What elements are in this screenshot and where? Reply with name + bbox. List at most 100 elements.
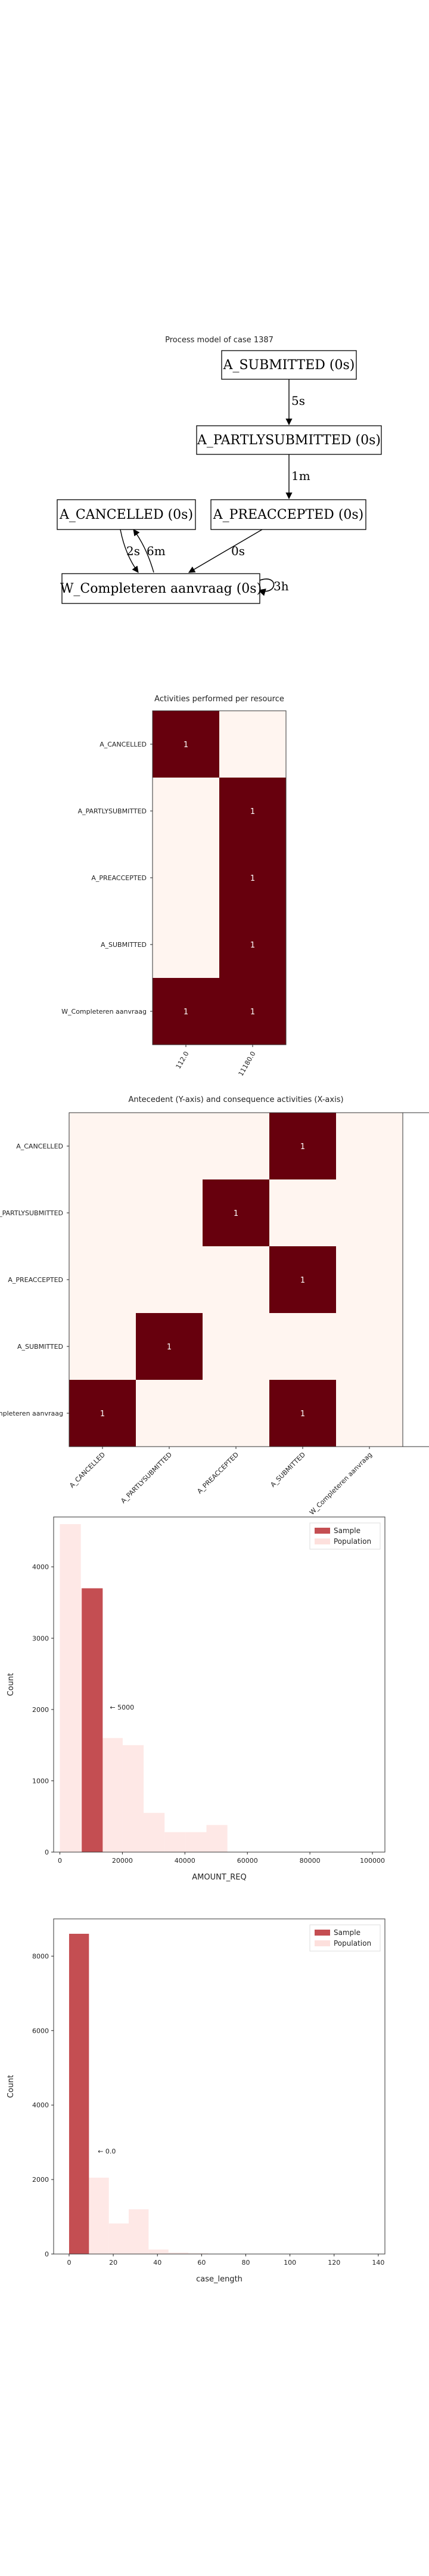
histogram-case-length: 0 20 40 60 80 100 120 140 0 2000 4000 6000 8000 case_… xyxy=(7,1918,386,2284)
heatmap-cell xyxy=(69,1179,136,1246)
y-tick-label: 0 xyxy=(45,1849,49,1856)
x-tick-label: 120 xyxy=(328,2259,340,2267)
population-bar xyxy=(206,1825,228,1852)
heatmap-cell xyxy=(219,711,286,778)
heatmap-cell xyxy=(136,1380,203,1447)
edge-partly-preaccepted: 1m xyxy=(285,454,310,500)
heatmap-row-label: A_PREACCEPTED xyxy=(91,874,147,882)
heatmap-cell xyxy=(336,1380,403,1447)
annotation-text: ← 0.0 xyxy=(98,2147,116,2155)
y-tick-label: 4000 xyxy=(32,1563,49,1571)
edge-label: 5s xyxy=(291,394,305,408)
heatmap-cell xyxy=(269,1246,336,1313)
node-preaccepted: A_PREACCEPTED (0s) xyxy=(210,499,366,530)
heatmap-cell xyxy=(203,1246,269,1313)
heatmap-cell xyxy=(69,1113,136,1179)
edge-label: 3h xyxy=(273,579,289,593)
heatmap-col-label: W_Completeren aanvraag xyxy=(308,1451,374,1516)
annotation-text: ← 5000 xyxy=(110,1704,134,1711)
heatmap-cell xyxy=(336,1313,403,1380)
heatmap-cell xyxy=(219,978,286,1045)
heatmap-row-label: A_CANCELLED xyxy=(100,741,147,748)
x-axis-label: AMOUNT_REQ xyxy=(192,1873,247,1882)
x-tick-label: 20000 xyxy=(112,1857,133,1865)
population-bar xyxy=(144,1813,165,1852)
sample-bar xyxy=(69,1933,89,2254)
heatmap-col-label: A_SUBMITTED xyxy=(269,1451,307,1489)
x-tick-label: 0 xyxy=(58,1857,62,1865)
population-bar xyxy=(188,2253,209,2254)
edge-label: 2s xyxy=(126,544,140,558)
legend-swatch-sample xyxy=(315,1528,330,1534)
population-bar xyxy=(89,2177,109,2254)
heatmap-cell xyxy=(136,1313,203,1380)
heatmap-cell xyxy=(219,778,286,844)
heatmap-cell xyxy=(269,1113,336,1179)
heatmap-cell xyxy=(69,1246,136,1313)
x-tick-label: 60 xyxy=(197,2259,206,2267)
heatmap-cell-value: 1 xyxy=(184,1008,188,1017)
heatmap-cell xyxy=(153,778,219,844)
heatmap-cell-value: 1 xyxy=(300,1143,305,1151)
node-label: A_SUBMITTED (0s) xyxy=(223,358,355,373)
y-tick-label: 8000 xyxy=(32,1952,49,1960)
sample-bar xyxy=(82,1588,103,1852)
heatmap-cell-value: 1 xyxy=(250,807,255,816)
x-tick-label: 100 xyxy=(284,2259,296,2267)
heatmap-row-label: A_SUBMITTED xyxy=(101,941,147,949)
population-bar xyxy=(129,2209,149,2254)
heatmap-cell xyxy=(69,1313,136,1380)
edge-cancelled-completeren: 2s xyxy=(120,529,140,573)
population-bar xyxy=(185,1832,207,1852)
heatmap-col-label: 11180.0 xyxy=(237,1050,257,1078)
y-tick-label: 6000 xyxy=(32,2027,49,2035)
y-tick-label: 2000 xyxy=(32,2176,49,2184)
plot-frame xyxy=(53,1516,386,1853)
heatmap-cell xyxy=(136,1179,203,1246)
heatmap-cell xyxy=(136,1246,203,1313)
heatmap-cell xyxy=(153,911,219,978)
y-tick-label: 1000 xyxy=(32,1777,49,1785)
population-bar xyxy=(122,1745,144,1852)
heatmap-cell-value: 1 xyxy=(100,1410,105,1419)
heatmap-title: Activities performed per resource xyxy=(154,695,284,704)
heatmap-cell xyxy=(336,1113,403,1179)
y-tick-label: 4000 xyxy=(32,2101,49,2109)
heatmap-cell xyxy=(336,1179,403,1246)
process-model-diagram: Process model of case 1387 5s 1m 0s 2s 6… xyxy=(57,336,382,604)
heatmap-cell-value: 1 xyxy=(167,1343,172,1352)
edge-submitted-partly: 5s xyxy=(285,379,305,426)
node-completeren: W_Completeren aanvraag (0s) xyxy=(60,573,262,604)
node-label: A_PREACCEPTED (0s) xyxy=(213,507,364,522)
legend-label-sample: Sample xyxy=(334,1527,360,1535)
plot-frame xyxy=(53,1918,386,2255)
edge-completeren-self: 3h xyxy=(257,578,289,596)
heatmap-col-label: A_PREACCEPTED xyxy=(195,1451,240,1496)
y-axis-label: Count xyxy=(7,1673,15,1696)
y-axis-label: Count xyxy=(7,2075,15,2098)
heatmap-cell xyxy=(153,844,219,911)
legend-label-population: Population xyxy=(334,1537,371,1546)
heatmap-cell-value: 1 xyxy=(250,1008,255,1017)
x-tick-label: 60000 xyxy=(237,1857,258,1865)
heatmap-cell xyxy=(336,1246,403,1313)
legend-box xyxy=(309,1522,381,1550)
x-tick-label: 80 xyxy=(241,2259,250,2267)
edge-preaccepted-completeren: 0s xyxy=(188,529,263,573)
heatmap-row-label: W_Completeren aanvraag xyxy=(61,1008,147,1015)
heatmap-row-label: W_Completeren aanvraag xyxy=(0,1410,63,1417)
population-bar xyxy=(108,2223,129,2254)
heatmap-antecedent-consequence: Antecedent (Y-axis) and consequence acti… xyxy=(0,1095,429,1516)
legend-swatch-population xyxy=(315,1538,330,1544)
x-tick-label: 140 xyxy=(372,2259,384,2267)
heatmap-cell xyxy=(203,1313,269,1380)
heatmap-row-label: A_SUBMITTED xyxy=(17,1343,63,1351)
heatmap-cell xyxy=(219,911,286,978)
heatmap-col-label: 112.0 xyxy=(175,1050,191,1070)
heatmap-frame xyxy=(152,710,287,1045)
x-tick-label: 100000 xyxy=(360,1857,385,1865)
heatmap-cell-value: 1 xyxy=(250,874,255,883)
heatmap-row-label: A_PARTLYSUBMITTED xyxy=(78,807,147,815)
edge-label: 1m xyxy=(291,469,310,483)
